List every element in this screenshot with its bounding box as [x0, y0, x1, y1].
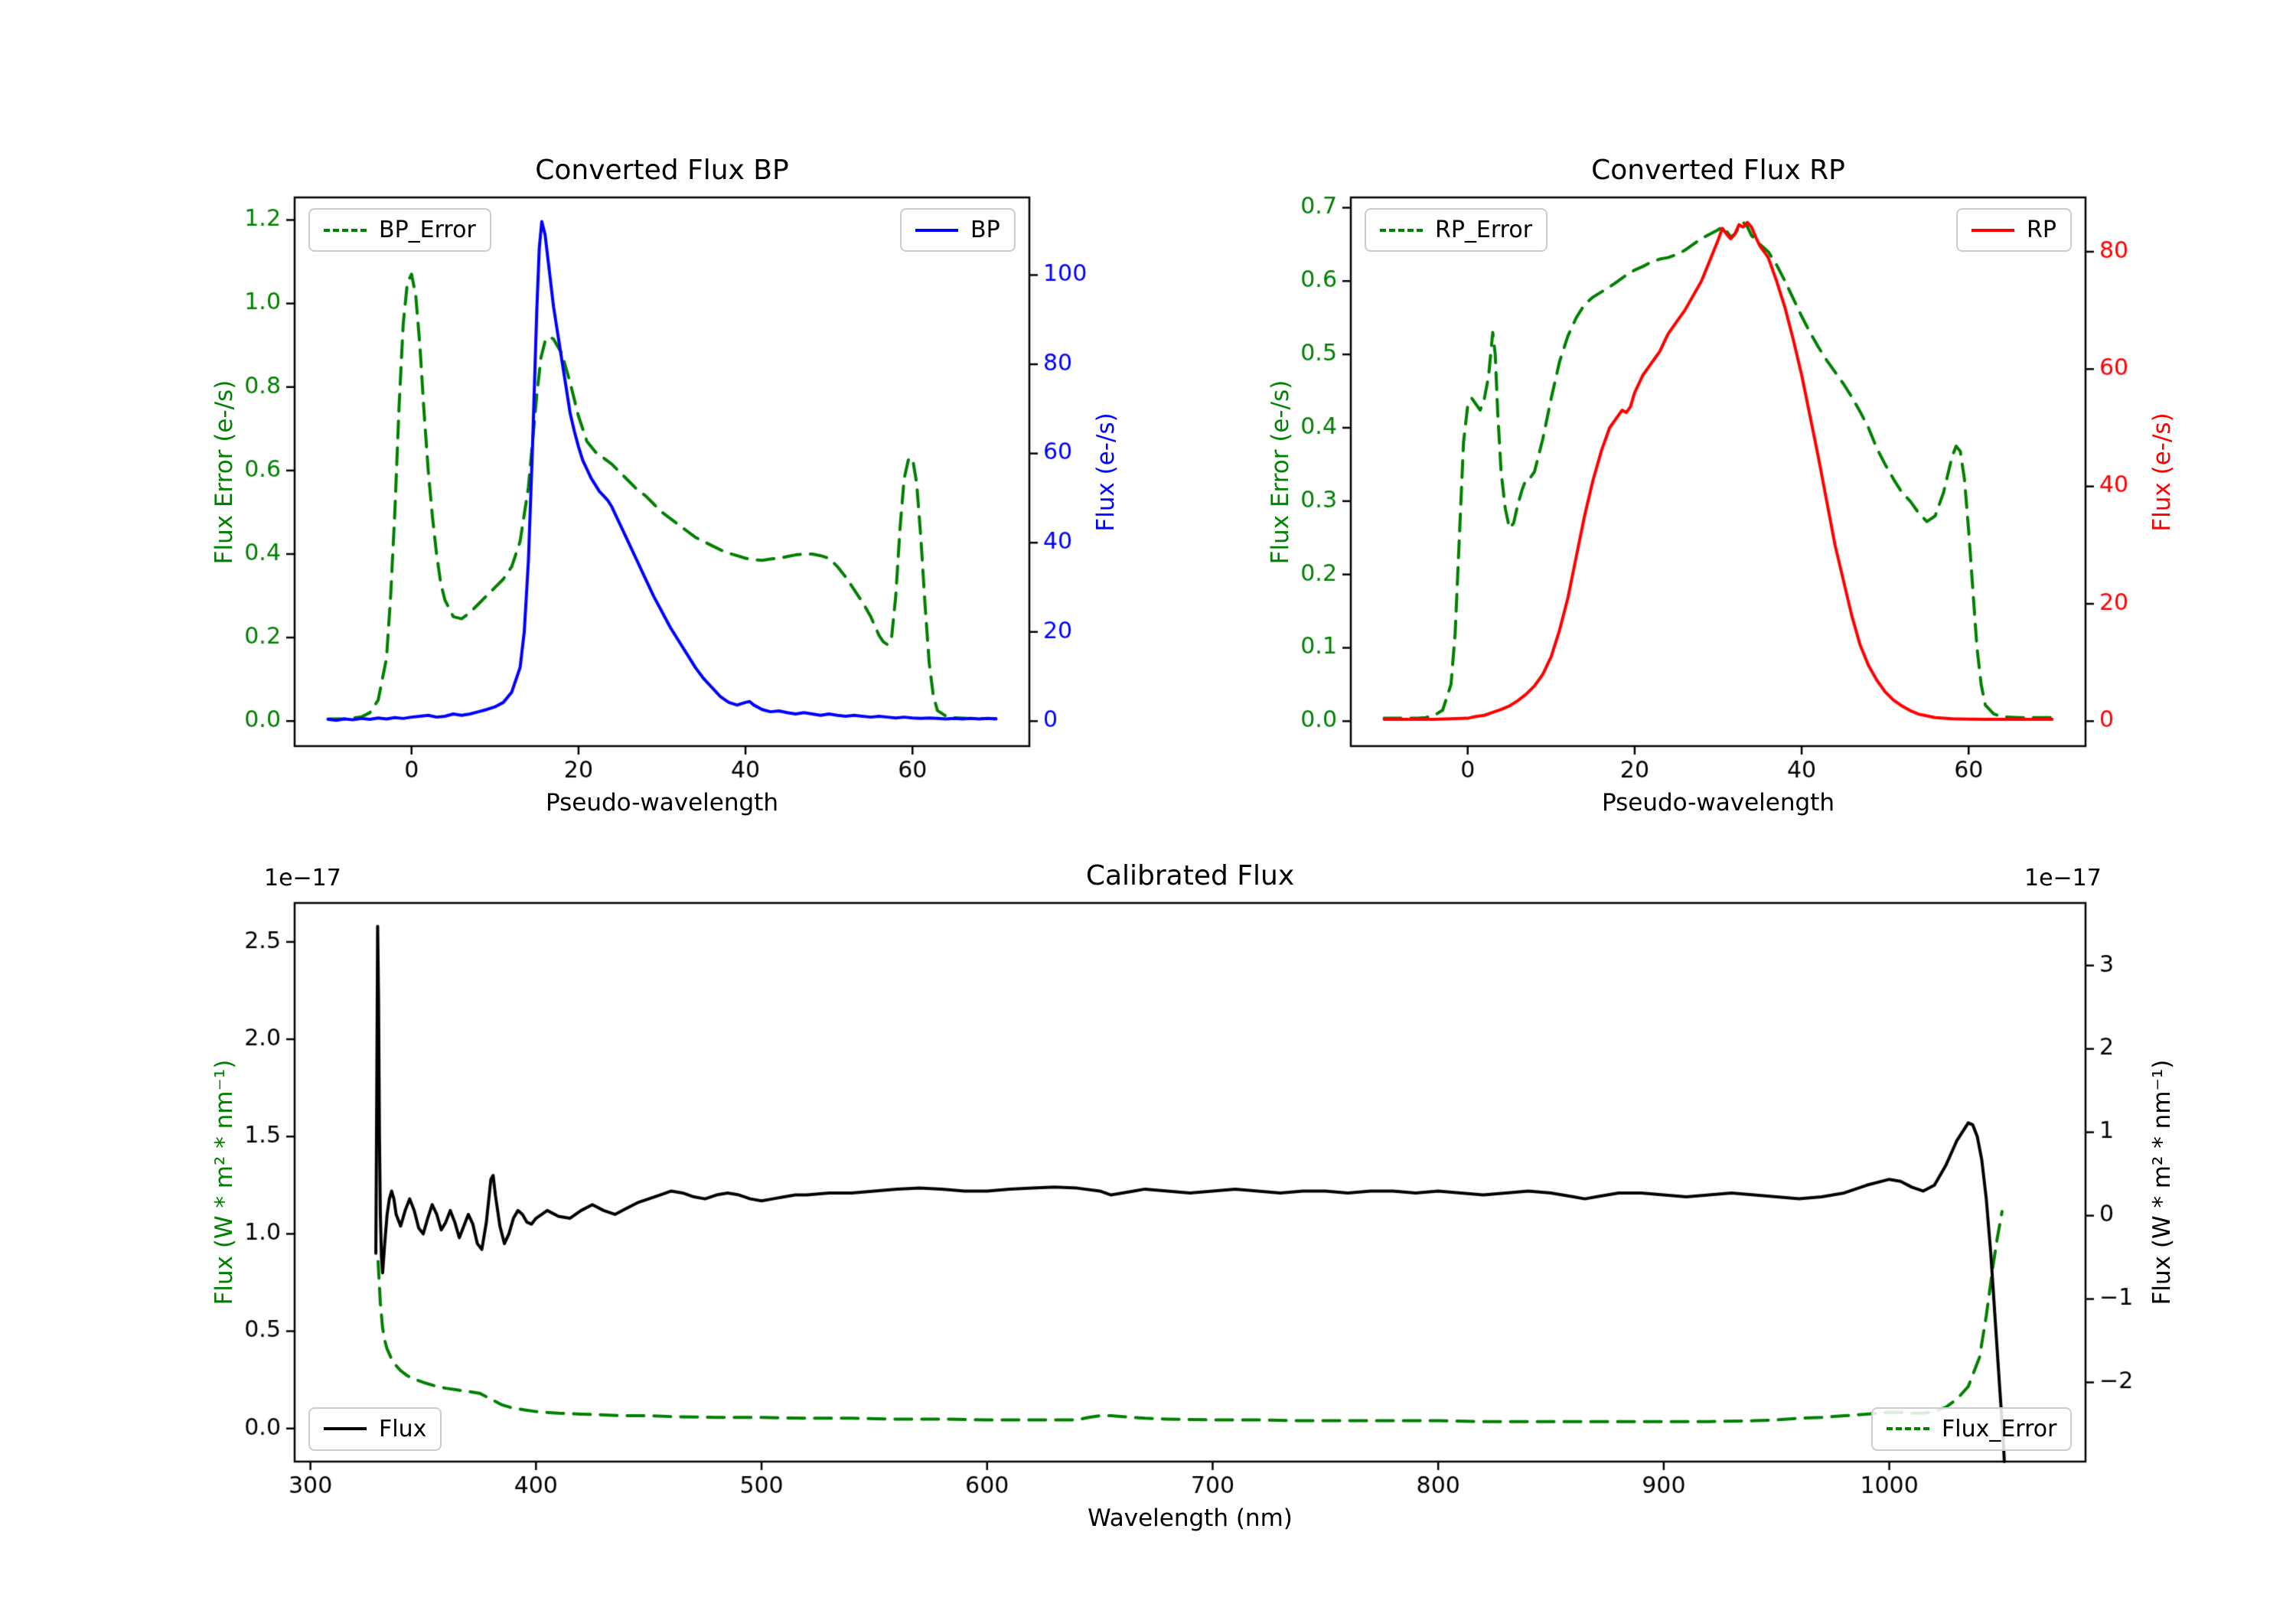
subplot-rp-ylabel-left: Flux Error (e-/s) — [1266, 380, 1294, 564]
legend-label-bp-error: BP_Error — [378, 217, 476, 243]
bp-line-sample-icon — [915, 228, 958, 232]
rp-line-sample-icon — [1971, 228, 2014, 232]
legend-flux-error: Flux_Error — [1870, 1407, 2073, 1451]
legend-label-flux: Flux — [378, 1415, 427, 1442]
subplot-bp-ylabel-left: Flux Error (e-/s) — [210, 380, 238, 564]
subplot-rp-title: Converted Flux RP — [1591, 155, 1845, 186]
subplot-rp-xlabel: Pseudo-wavelength — [1601, 789, 1835, 817]
legend-flux: Flux — [308, 1407, 442, 1451]
offset-text-left: 1e−17 — [263, 864, 341, 892]
flux-line-sample-icon — [323, 1427, 367, 1431]
legend-label-flux-error: Flux_Error — [1941, 1415, 2057, 1442]
legend-rp: RP — [1955, 208, 2072, 252]
legend-label-bp: BP — [970, 217, 1000, 243]
bp-error-line-sample-icon — [323, 228, 367, 232]
legend-label-rp: RP — [2026, 217, 2056, 243]
offset-text-right: 1e−17 — [2024, 864, 2102, 892]
subplot-calibrated-title: Calibrated Flux — [1085, 859, 1295, 892]
subplot-calibrated-ylabel-left: Flux (W * m² * nm⁻¹) — [210, 1059, 238, 1305]
subplot-bp-title: Converted Flux BP — [535, 155, 789, 186]
subplot-bp-ylabel-right: Flux (e-/s) — [1091, 412, 1120, 532]
subplot-calibrated-xlabel: Wavelength (nm) — [1088, 1504, 1293, 1532]
subplot-calibrated-ylabel-right: Flux (W * m² * nm⁻¹) — [2148, 1059, 2176, 1305]
subplot-rp-ylabel-right: Flux (e-/s) — [2148, 412, 2176, 532]
legend-bp-error: BP_Error — [308, 208, 491, 252]
flux-error-line-sample-icon — [1886, 1427, 1929, 1431]
legend-bp: BP — [899, 208, 1016, 252]
rp-error-line-sample-icon — [1379, 228, 1423, 232]
legend-label-rp-error: RP_Error — [1434, 217, 1533, 243]
legend-rp-error: RP_Error — [1364, 208, 1548, 252]
subplot-bp-xlabel: Pseudo-wavelength — [545, 789, 778, 817]
